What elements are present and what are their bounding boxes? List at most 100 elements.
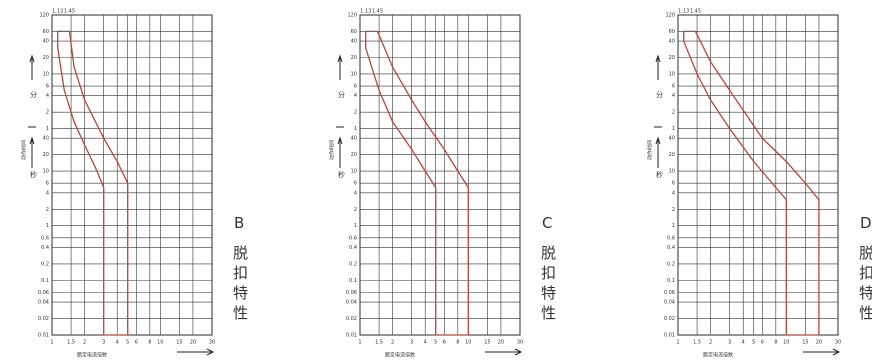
panel-caption: 脱扣特性 <box>231 245 249 325</box>
y-tick-label: 40 <box>669 39 675 45</box>
y-tick-label: 40 <box>43 136 49 142</box>
x-tick-label: 15 <box>176 340 182 346</box>
y-tick-label: 1 <box>354 223 357 229</box>
x-tick-label: 4 <box>424 340 427 346</box>
y-tick-label: 0.02 <box>664 316 675 322</box>
arrow <box>655 136 661 168</box>
y-tick-label: 10 <box>669 71 675 77</box>
y-tick-label: 20 <box>669 55 675 61</box>
y-tick-label: 0.06 <box>664 290 675 296</box>
x-tick-label: 1.5 <box>375 340 383 346</box>
y-tick-label: 20 <box>669 152 675 158</box>
plot-frame <box>51 14 213 336</box>
y-tick-label: 1 <box>46 126 49 132</box>
y-tick-label: 0.6 <box>349 235 357 241</box>
panel-label: B <box>234 214 244 232</box>
x-tick-label: 3 <box>102 340 105 346</box>
x-tick-label: 20 <box>816 340 822 346</box>
y-tick-label: 4 <box>46 190 49 196</box>
x-tick-label: 6 <box>443 340 446 346</box>
y-tick-label: 120 <box>665 13 675 19</box>
arrow <box>655 54 661 80</box>
x-tick-label: 2 <box>709 340 712 346</box>
y-tick-label: 20 <box>43 55 49 61</box>
plot-frame <box>359 14 521 336</box>
y-tick-label: 120 <box>347 13 357 19</box>
minute-label: 分 <box>656 90 663 99</box>
y-tick-label: 40 <box>351 39 357 45</box>
y-tick-label: 2 <box>46 110 49 116</box>
x-tick-label: 15 <box>484 340 490 346</box>
top-label: 1.13 <box>52 9 63 15</box>
x-tick-label: 30 <box>209 340 215 346</box>
x-title: 额定电流倍数 <box>385 352 415 359</box>
y-tick-label: 20 <box>351 152 357 158</box>
y-tick-label: 4 <box>354 190 357 196</box>
y-tick-label: 0.06 <box>38 290 49 296</box>
y-tick-label: 10 <box>43 169 49 175</box>
y-tick-label: 1 <box>672 223 675 229</box>
arrow <box>485 348 523 356</box>
x-title: 额定电流倍数 <box>703 352 733 359</box>
second-label: 秒 <box>656 170 663 179</box>
y-tick-label: 0.01 <box>38 333 49 339</box>
arrow <box>337 54 343 80</box>
minute-label: 分 <box>30 90 37 99</box>
plot-frame <box>677 14 839 336</box>
x-tick-label: 5 <box>752 340 755 346</box>
x-tick-label: 10 <box>157 340 163 346</box>
x-tick-label: 10 <box>783 340 789 346</box>
x-tick-label: 3 <box>410 340 413 346</box>
arrow <box>29 54 35 80</box>
y-tick-label: 20 <box>43 152 49 158</box>
top-label: 1.13 <box>678 9 689 15</box>
y-tick-label: 0.2 <box>41 261 49 267</box>
x-tick-label: 1.5 <box>693 340 701 346</box>
trip-curve <box>365 30 469 336</box>
x-tick-label: 1 <box>676 340 679 346</box>
arrow <box>177 348 215 356</box>
y-title: 动作时间 <box>647 140 654 160</box>
y-tick-label: 0.01 <box>346 333 357 339</box>
y-tick-label: 20 <box>351 55 357 61</box>
x-tick-label: 10 <box>465 340 471 346</box>
x-tick-label: 1 <box>358 340 361 346</box>
y-tick-label: 0.1 <box>349 278 357 284</box>
x-tick-label: 2 <box>83 340 86 346</box>
y-tick-label: 0.04 <box>664 300 675 306</box>
top-label: 1.45 <box>64 9 75 15</box>
y-tick-label: 4 <box>672 190 675 196</box>
second-label: 秒 <box>338 170 345 179</box>
y-tick-label: 4 <box>46 93 49 99</box>
x-tick-label: 5 <box>126 340 129 346</box>
y-tick-label: 1 <box>672 126 675 132</box>
x-tick-label: 15 <box>802 340 808 346</box>
y-tick-label: 0.01 <box>664 333 675 339</box>
y-tick-label: 2 <box>354 207 357 213</box>
y-tick-label: 0.6 <box>667 235 675 241</box>
y-tick-label: 10 <box>351 71 357 77</box>
y-tick-label: 60 <box>43 29 49 35</box>
y-tick-label: 6 <box>354 181 357 187</box>
x-tick-label: 1.5 <box>67 340 75 346</box>
x-tick-label: 4 <box>742 340 745 346</box>
x-tick-label: 2 <box>391 340 394 346</box>
y-tick-label: 2 <box>354 110 357 116</box>
x-tick-label: 5 <box>434 340 437 346</box>
x-tick-label: 1 <box>50 340 53 346</box>
y-tick-label: 1 <box>46 223 49 229</box>
y-tick-label: 4 <box>672 93 675 99</box>
y-tick-label: 0.6 <box>41 235 49 241</box>
arrow <box>337 136 343 168</box>
y-tick-label: 0.4 <box>667 245 675 251</box>
y-tick-label: 6 <box>672 181 675 187</box>
y-tick-label: 10 <box>351 169 357 175</box>
y-tick-label: 0.1 <box>667 278 675 284</box>
trip-curve <box>57 30 129 336</box>
x-tick-label: 8 <box>148 340 151 346</box>
x-tick-label: 30 <box>835 340 841 346</box>
x-tick-label: 3 <box>728 340 731 346</box>
x-title: 额定电流倍数 <box>77 352 107 359</box>
y-tick-label: 1 <box>354 126 357 132</box>
